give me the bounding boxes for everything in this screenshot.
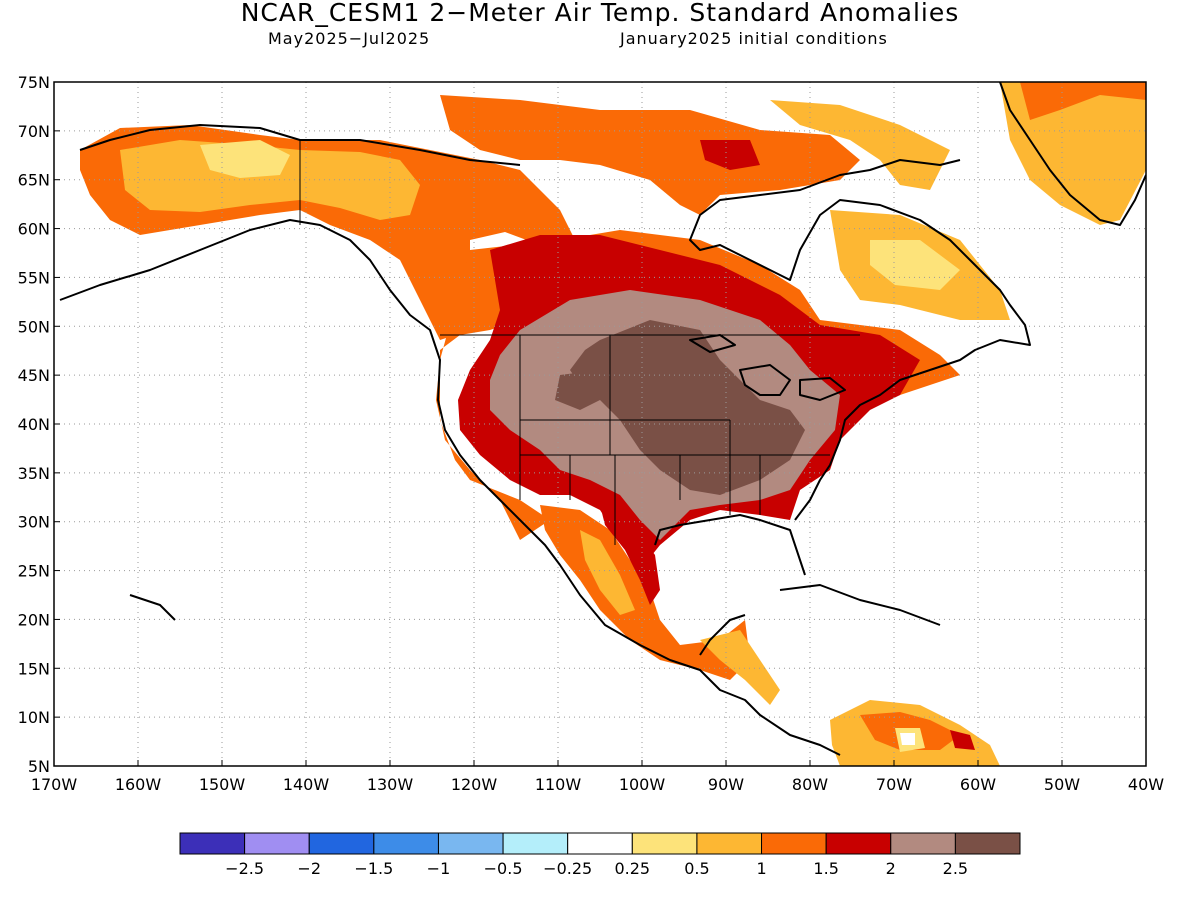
lat-tick-label: 30N xyxy=(18,513,50,532)
coastline-hawaii xyxy=(129,594,176,621)
colorbar-label: −1.5 xyxy=(354,859,393,878)
colorbar-label: −2.5 xyxy=(225,859,264,878)
anomaly-region-greenland-rim xyxy=(1020,82,1146,120)
anomaly-region-mexico-light xyxy=(580,530,635,615)
lat-tick-label: 60N xyxy=(18,220,50,239)
colorbar-label: −1 xyxy=(427,859,451,878)
colorbar-label: −2 xyxy=(297,859,321,878)
lon-tick-label: 110W xyxy=(535,775,582,794)
colorbar-swatch xyxy=(954,832,1021,855)
coastline-great-lakes xyxy=(689,334,846,401)
anomaly-region-south-am-red xyxy=(950,730,975,750)
anomaly-region-arctic-red xyxy=(700,140,760,170)
coastline-greenland xyxy=(999,82,1146,226)
lon-tick-label: 130W xyxy=(367,775,414,794)
lon-tick-label: 70W xyxy=(876,775,912,794)
colorbar-swatch xyxy=(308,832,375,855)
coastline-north-america xyxy=(59,159,1031,756)
colorbar-label: 1.5 xyxy=(813,859,838,878)
lat-tick-label: 5N xyxy=(28,757,50,776)
lat-tick-label: 35N xyxy=(18,464,50,483)
coastline-cuba xyxy=(779,584,941,626)
colorbar xyxy=(179,832,1021,855)
anomaly-region-arctic-light xyxy=(770,100,950,190)
colorbar-swatch xyxy=(244,832,310,855)
colorbar-swatch xyxy=(437,832,504,855)
lat-tick-label: 40N xyxy=(18,415,50,434)
lat-tick-label: 70N xyxy=(18,122,50,141)
lon-tick-label: 120W xyxy=(451,775,498,794)
lat-tick-label: 25N xyxy=(18,562,50,581)
anomaly-region-arctic-orange xyxy=(440,95,860,215)
lon-tick-label: 170W xyxy=(31,775,78,794)
colorbar-label: 0.25 xyxy=(614,859,650,878)
lon-tick-label: 160W xyxy=(115,775,162,794)
colorbar-swatch xyxy=(502,832,569,855)
colorbar-swatch xyxy=(179,832,246,855)
colorbar-label: 0.5 xyxy=(684,859,709,878)
lon-tick-label: 40W xyxy=(1128,775,1164,794)
colorbar-swatch xyxy=(890,832,956,855)
lat-tick-label: 45N xyxy=(18,366,50,385)
anomaly-region-dark-brown xyxy=(570,320,805,495)
anomaly-region-labrador-pale xyxy=(870,240,960,290)
chart-subtitle-init: January2025 initial conditions xyxy=(620,29,888,48)
lat-tick-label: 15N xyxy=(18,659,50,678)
anomaly-region-south-am-white xyxy=(900,733,915,745)
lon-tick-label: 80W xyxy=(792,775,828,794)
colorbar-swatch xyxy=(631,832,698,855)
lat-tick-label: 55N xyxy=(18,268,50,287)
lat-tick-label: 10N xyxy=(18,708,50,727)
lon-tick-label: 90W xyxy=(708,775,744,794)
lat-tick-label: 20N xyxy=(18,610,50,629)
colorbar-label: 2.5 xyxy=(943,859,968,878)
lon-tick-label: 140W xyxy=(283,775,330,794)
anomaly-region-brown-west xyxy=(555,370,610,410)
coastlines xyxy=(59,82,1146,756)
colorbar-label: 1 xyxy=(756,859,766,878)
colorbar-label: −0.25 xyxy=(543,859,592,878)
lat-tick-label: 75N xyxy=(18,73,50,92)
chart-title: NCAR_CESM1 2−Meter Air Temp. Standard An… xyxy=(240,0,960,27)
lat-axis-labels: 75N 70N 65N 60N 55N 50N 45N 40N 35N 30N 25N 20N 15N 1… xyxy=(18,73,60,776)
coastline-alaska-north xyxy=(79,124,521,166)
anomaly-region-central-am-light xyxy=(700,630,780,705)
colorbar-swatch xyxy=(696,832,763,855)
colorbar-label: −0.5 xyxy=(484,859,523,878)
anomaly-fill-layer xyxy=(80,82,1146,766)
lon-tick-label: 60W xyxy=(960,775,996,794)
lon-tick-label: 150W xyxy=(199,775,246,794)
gridlines xyxy=(54,82,1146,766)
lon-tick-label: 100W xyxy=(619,775,666,794)
colorbar-swatch xyxy=(373,832,439,855)
chart-subtitle-period: May2025−Jul2025 xyxy=(268,29,431,48)
lon-tick-label: 50W xyxy=(1044,775,1080,794)
lon-axis-labels: 170W 160W 150W 140W 130W 120W 110W 100W 90W 80W 70… xyxy=(31,760,1164,794)
lat-tick-label: 65N xyxy=(18,171,50,190)
colorbar-label: 2 xyxy=(886,859,896,878)
lat-tick-label: 50N xyxy=(18,317,50,336)
colorbar-swatch xyxy=(825,832,892,855)
colorbar-swatch xyxy=(567,832,633,855)
colorbar-swatch xyxy=(761,832,827,855)
colorbar-labels: −2.5 −2 −1.5 −1 −0.5 −0.25 0.25 0.5 1 1.5 2 2.5 xyxy=(225,859,968,878)
state-borders xyxy=(299,140,860,545)
anomaly-region-alaska-pale xyxy=(200,140,290,178)
